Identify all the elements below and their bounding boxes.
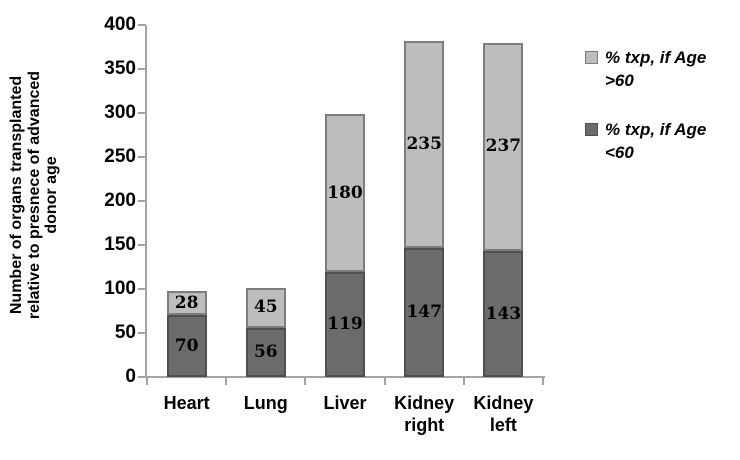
y-tick-label: 400 [104,14,136,35]
legend-swatch-icon [585,123,598,136]
legend-swatch-icon [585,51,598,64]
y-tick-mark [138,24,146,26]
legend: % txp, if Age >60 % txp, if Age <60 [585,46,735,190]
bar-value-label: 70 [174,335,199,356]
bar-segment: 237 [483,42,524,252]
y-tick-label: 200 [104,190,136,211]
y-tick-label: 50 [114,322,136,343]
bar-value-label: 28 [174,292,199,313]
bar-segment: 56 [245,327,286,377]
y-tick-mark [138,112,146,114]
legend-label: % txp, if Age >60 [605,48,707,90]
x-category-label: Heart [163,393,210,413]
y-tick-mark [138,68,146,70]
x-tick-mark [462,378,465,385]
x-axis-line [145,376,545,378]
y-axis-line [145,25,147,378]
y-tick-mark [138,332,146,334]
bar-value-label: 143 [485,303,522,324]
y-tick-mark [138,376,146,378]
legend-entry: % txp, if Age <60 [585,118,735,164]
bar-segment: 235 [404,40,445,248]
x-tick-mark [146,378,148,385]
bar-value-label: 237 [485,136,522,157]
x-category-label: Kidney left [473,393,534,435]
y-tick-label: 100 [104,278,136,299]
bar-value-label: 56 [253,341,278,362]
bar-segment: 143 [483,251,524,377]
x-category-label: Lung [243,393,288,413]
bar-value-label: 45 [253,297,278,318]
y-axis-title: Number of organs transplanted relative t… [8,70,60,320]
y-tick-label: 0 [125,366,136,387]
bar-segment: 147 [404,247,445,377]
y-tick-mark [138,200,146,202]
x-category-label: Kidney right [394,393,455,435]
bar-segment: 119 [325,272,365,377]
y-tick-label: 350 [104,58,136,79]
x-tick-mark [225,378,228,385]
bar-value-label: 119 [327,314,363,335]
bar-value-label: 147 [406,301,442,322]
bar-segment: 28 [166,290,207,316]
bar-value-label: 180 [327,182,363,203]
y-tick-mark [138,288,146,290]
x-tick-mark [542,378,544,385]
legend-label: % txp, if Age <60 [605,120,707,162]
x-tick-mark [383,378,386,385]
x-tick-mark [304,378,307,385]
y-tick-mark [138,244,146,246]
bar-value-label: 235 [406,133,442,154]
legend-entry: % txp, if Age >60 [585,46,735,92]
bar-segment: 180 [325,113,365,273]
y-tick-label: 250 [104,146,136,167]
y-tick-mark [138,156,146,158]
y-tick-label: 150 [104,234,136,255]
bar-segment: 45 [245,288,286,328]
x-category-label: Liver [323,393,367,413]
y-tick-label: 300 [104,102,136,123]
bar-segment: 70 [166,315,207,377]
